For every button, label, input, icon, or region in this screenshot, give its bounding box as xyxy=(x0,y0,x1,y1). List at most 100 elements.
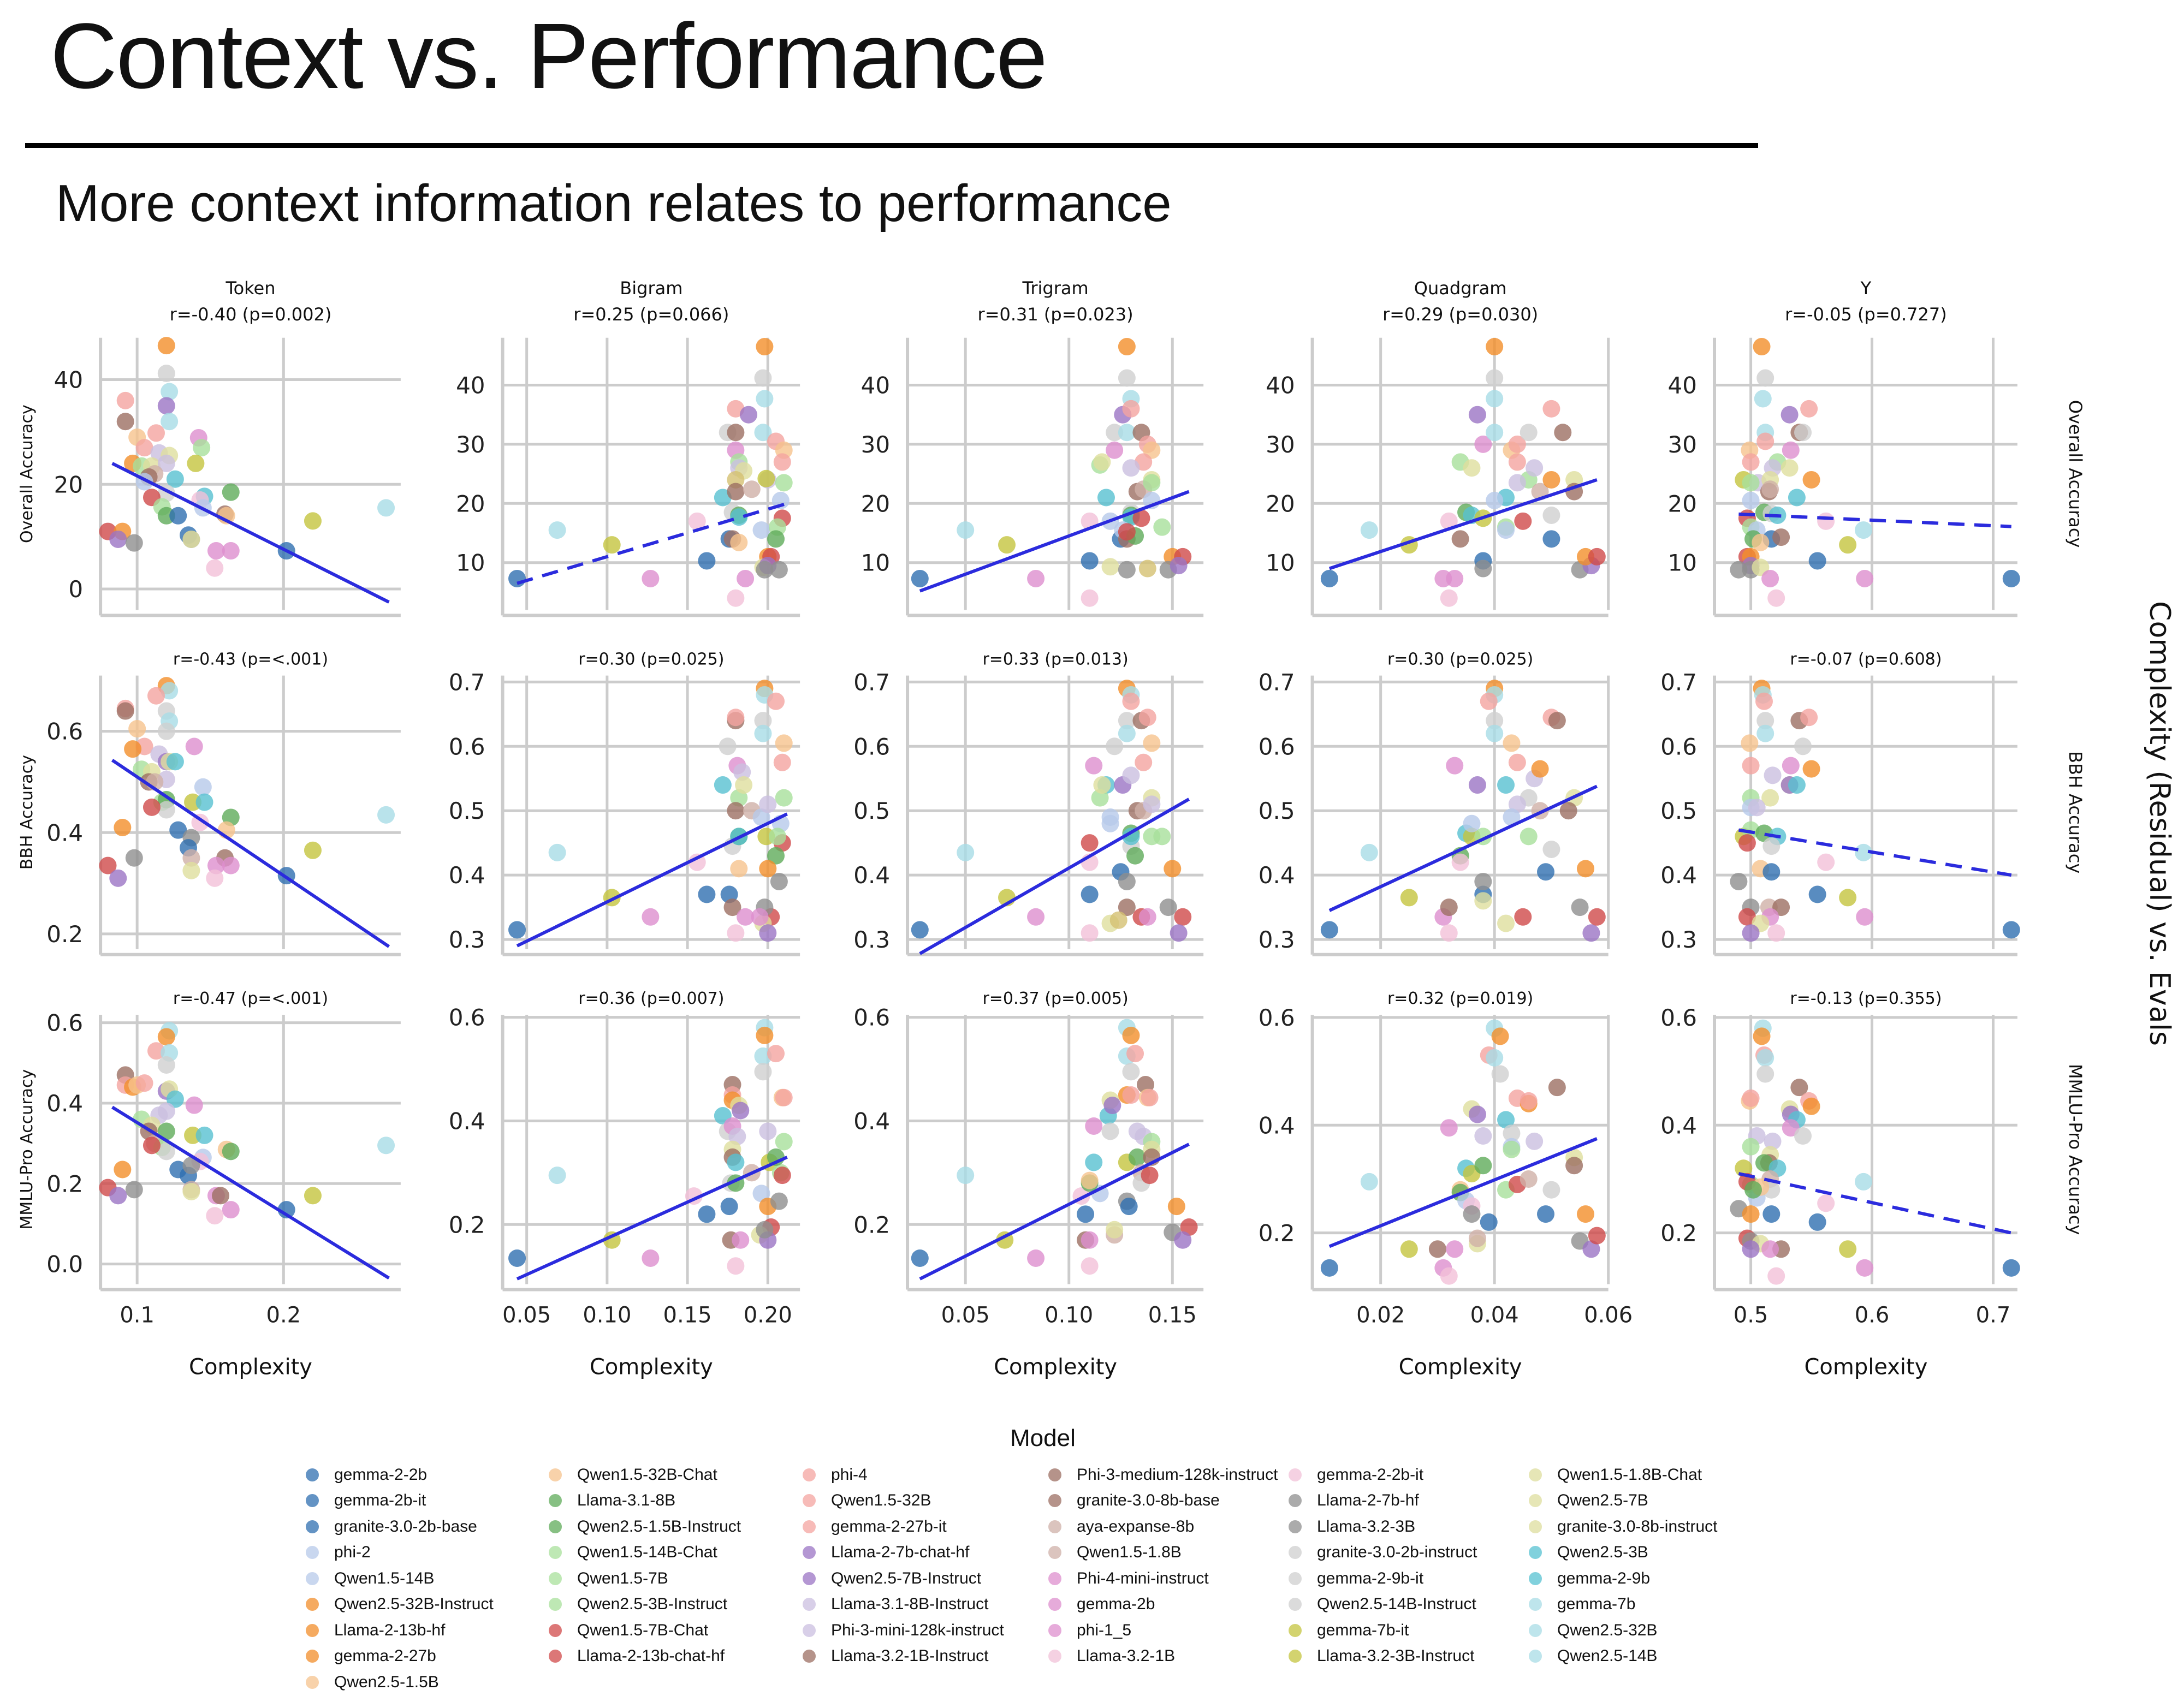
data-point xyxy=(688,853,706,871)
y-tick-label: 0.4 xyxy=(1660,1112,1697,1139)
legend-label: Qwen2.5-1.5B xyxy=(334,1673,439,1691)
row-label: Overall Accuracy xyxy=(2065,400,2086,548)
legend-label: Llama-2-7b-chat-hf xyxy=(831,1543,970,1562)
data-point xyxy=(1126,847,1144,865)
legend-item: gemma-2b-it xyxy=(306,1488,494,1514)
legend-label: gemma-7b xyxy=(1557,1595,1636,1614)
data-point xyxy=(1854,521,1872,539)
data-point xyxy=(1486,724,1504,742)
data-point xyxy=(185,1096,203,1114)
data-point xyxy=(1744,1181,1762,1199)
data-point xyxy=(1761,789,1779,807)
data-point xyxy=(1428,1240,1446,1258)
legend-marker-icon xyxy=(1289,1546,1302,1560)
data-point xyxy=(1122,692,1140,710)
correlation-annotation: r=0.31 (p=0.023) xyxy=(978,304,1133,325)
legend-label: Llama-3.1-8B xyxy=(577,1491,676,1510)
data-point xyxy=(1085,1153,1103,1171)
data-point xyxy=(1106,737,1124,755)
legend-label: phi-4 xyxy=(831,1465,868,1484)
data-point xyxy=(756,561,774,579)
legend-item: Phi-3-mini-128k-instruct xyxy=(803,1617,1004,1644)
regression-line xyxy=(1328,784,1598,912)
data-point xyxy=(116,391,134,409)
y-tick-label: 0.0 xyxy=(46,1251,83,1278)
data-point xyxy=(1762,1205,1781,1223)
data-point xyxy=(157,1056,175,1074)
legend-column: Qwen1.5-32B-Chat Llama-3.1-8B Qwen2.5-1.5B… xyxy=(549,1462,741,1669)
legend-item: Qwen1.5-1.8B-Chat xyxy=(1529,1462,1717,1488)
data-point xyxy=(147,424,165,442)
data-point xyxy=(756,338,774,356)
y-tick-label: 0.7 xyxy=(1259,669,1295,695)
data-point xyxy=(727,802,745,820)
legend-marker-icon xyxy=(1529,1494,1542,1508)
legend-item: Qwen2.5-3B xyxy=(1529,1540,1717,1566)
legend-marker-icon xyxy=(306,1572,319,1585)
data-point xyxy=(114,1161,132,1179)
legend-item: Qwen2.5-1.5B xyxy=(306,1669,494,1695)
legend-item: gemma-7b xyxy=(1529,1592,1717,1618)
data-point xyxy=(1174,1231,1192,1249)
data-point xyxy=(1440,512,1458,530)
data-point xyxy=(222,1201,240,1219)
data-point xyxy=(1085,757,1103,775)
legend-marker-icon xyxy=(306,1468,319,1481)
data-point xyxy=(193,439,211,457)
data-point xyxy=(1491,1027,1509,1045)
data-point xyxy=(304,1187,322,1205)
data-point xyxy=(698,885,716,903)
title-divider xyxy=(25,143,1758,148)
x-tick-label: 0.6 xyxy=(1855,1302,1890,1328)
data-point xyxy=(1839,1240,1857,1258)
data-point xyxy=(169,821,187,839)
data-point xyxy=(1468,1229,1486,1247)
y-tick-label: 0.5 xyxy=(1660,798,1697,824)
data-point xyxy=(775,734,793,752)
legend-label: gemma-2-27b xyxy=(334,1647,436,1665)
data-point xyxy=(1854,1173,1872,1191)
legend-item: Qwen2.5-14B-Instruct xyxy=(1289,1592,1477,1618)
legend-label: gemma-2b xyxy=(1077,1595,1155,1614)
data-point xyxy=(698,552,716,570)
data-point xyxy=(1081,1257,1099,1275)
data-point xyxy=(1542,471,1560,489)
data-point xyxy=(1101,814,1119,832)
legend-column: gemma-2-2b-it Llama-2-7b-hf Llama-3.2-3B gr… xyxy=(1289,1462,1477,1669)
data-point xyxy=(1101,558,1119,576)
data-point xyxy=(1856,1259,1874,1277)
y-tick-label: 0.6 xyxy=(1660,733,1697,760)
data-point xyxy=(207,542,225,560)
data-point xyxy=(166,470,184,488)
data-point xyxy=(1742,1138,1760,1156)
data-point xyxy=(1802,471,1820,489)
y-tick-label: 0 xyxy=(68,576,83,603)
data-point xyxy=(116,413,134,431)
data-point xyxy=(1463,814,1481,832)
data-point xyxy=(1497,914,1515,932)
data-point xyxy=(1360,521,1378,539)
legend-label: gemma-2-2b xyxy=(334,1465,428,1484)
legend-item: phi-4 xyxy=(803,1462,1004,1488)
legend-title: Model xyxy=(1010,1425,1076,1451)
data-point xyxy=(1542,840,1560,858)
data-point xyxy=(166,1090,184,1108)
data-point xyxy=(1474,560,1492,578)
data-point xyxy=(1790,1079,1808,1097)
data-point xyxy=(1772,528,1790,546)
legend-item: Llama-3.2-1B xyxy=(1048,1644,1278,1670)
data-point xyxy=(157,1122,175,1140)
y-tick-label: 0.6 xyxy=(46,718,83,745)
data-point xyxy=(642,908,660,926)
data-point xyxy=(1854,843,1872,861)
legend-item: Llama-3.2-3B xyxy=(1289,1514,1477,1540)
legend-item: granite-3.0-8b-instruct xyxy=(1529,1514,1717,1540)
y-tick-label: 30 xyxy=(456,431,485,458)
data-point xyxy=(1542,400,1560,418)
y-tick-label: 0.2 xyxy=(449,1211,485,1238)
data-point xyxy=(754,424,772,442)
data-point xyxy=(771,491,790,509)
figure-side-title: Complexity (Residual) vs. Evals xyxy=(2143,601,2176,1046)
data-point xyxy=(2002,921,2020,939)
data-point xyxy=(157,397,175,415)
